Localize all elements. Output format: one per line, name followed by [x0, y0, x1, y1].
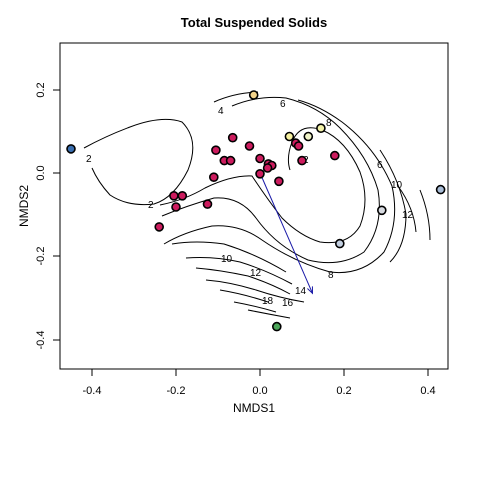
data-point — [293, 141, 304, 151]
x-tick-label: 0.0 — [252, 385, 267, 397]
data-point — [303, 131, 314, 142]
contour-line — [195, 267, 291, 295]
contour-line — [161, 96, 380, 264]
vector-arrow-line — [259, 172, 313, 294]
contour-line — [233, 301, 277, 313]
data-point — [177, 191, 188, 201]
contour-label: 8 — [328, 270, 334, 281]
data-point — [262, 163, 273, 173]
vector-arrow — [259, 172, 314, 295]
x-tick-label: 0.2 — [336, 385, 351, 397]
contour-label: 10 — [221, 254, 233, 265]
contour-label: 2 — [86, 154, 92, 165]
y-axis-title: NMDS2 — [17, 185, 31, 227]
contour-label: 12 — [402, 210, 414, 221]
contour-label: 8 — [326, 118, 332, 129]
data-point — [271, 321, 282, 332]
contour-line — [419, 189, 431, 241]
data-point — [334, 238, 345, 249]
contour-label: 14 — [295, 286, 307, 297]
data-point — [202, 199, 213, 209]
y-tick-label: -0.2 — [35, 247, 47, 266]
data-point — [211, 145, 221, 155]
contour-labels: 2 2 2 4 6 6 8 8 10 10 12 12 14 16 18 — [86, 99, 414, 309]
y-tick-label: -0.4 — [35, 331, 47, 350]
data-point — [171, 202, 181, 212]
contour-label: 16 — [282, 298, 294, 309]
contour-line — [185, 257, 293, 285]
contour-label: 10 — [391, 180, 403, 191]
contour-label: 2 — [148, 200, 154, 211]
data-point — [297, 155, 307, 166]
data-point — [225, 155, 236, 166]
data-point — [244, 141, 255, 151]
data-point — [274, 176, 284, 187]
y-tick-label: 0.0 — [35, 165, 47, 180]
data-point — [255, 153, 265, 164]
x-tick-label: 0.4 — [420, 385, 435, 397]
contour-lines — [83, 91, 431, 319]
data-point — [154, 222, 164, 232]
contour-line — [83, 118, 194, 206]
contour-line — [205, 279, 305, 303]
data-points — [66, 90, 446, 332]
chart-title: Total Suspended Solids — [181, 15, 327, 30]
x-axis: -0.4 -0.2 0.0 0.2 0.4 — [83, 368, 436, 397]
contour-line — [171, 241, 287, 273]
data-point — [209, 172, 219, 182]
data-point — [248, 90, 259, 100]
y-tick-label: 0.2 — [35, 82, 47, 97]
x-tick-label: -0.4 — [83, 385, 102, 397]
contour-label: 6 — [377, 160, 383, 171]
contour-line — [219, 289, 269, 303]
data-point — [316, 123, 326, 133]
contour-line — [397, 185, 417, 233]
contour-line — [163, 99, 396, 274]
data-point — [284, 131, 295, 142]
contour-line — [379, 149, 407, 263]
contour-label: 6 — [280, 99, 286, 110]
data-point — [329, 150, 340, 161]
data-point — [255, 169, 265, 179]
contour-line — [159, 127, 366, 244]
data-point — [227, 132, 238, 143]
contour-line — [247, 309, 291, 319]
y-axis: 0.2 0.0 -0.2 -0.4 — [35, 82, 61, 350]
x-axis-title: NMDS1 — [233, 401, 275, 415]
data-point — [435, 184, 446, 195]
contour-label: 12 — [250, 268, 262, 279]
data-point — [66, 144, 76, 154]
contour-label: 4 — [218, 106, 224, 117]
vector-arrow-head — [307, 286, 314, 295]
contour-label: 18 — [262, 296, 274, 307]
x-tick-label: -0.2 — [167, 385, 186, 397]
data-point — [169, 191, 179, 201]
data-point — [376, 205, 387, 216]
